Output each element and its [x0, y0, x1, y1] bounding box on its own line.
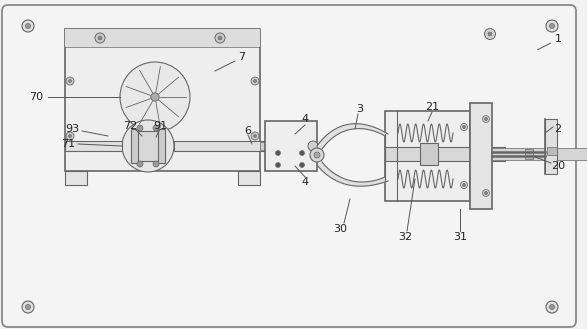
Circle shape	[546, 301, 558, 313]
Circle shape	[483, 115, 490, 122]
Text: 7: 7	[238, 52, 245, 62]
Bar	[385, 147, 505, 161]
Circle shape	[299, 150, 305, 156]
Bar	[65, 29, 260, 171]
Circle shape	[66, 77, 74, 85]
Circle shape	[122, 120, 174, 172]
Circle shape	[488, 32, 492, 36]
Bar	[265, 121, 317, 171]
Bar	[136, 131, 160, 161]
Bar	[174, 141, 265, 151]
Bar	[420, 143, 438, 165]
Bar	[65, 29, 260, 47]
FancyBboxPatch shape	[2, 5, 576, 327]
Circle shape	[549, 23, 555, 29]
Text: 21: 21	[425, 102, 439, 112]
Circle shape	[254, 80, 257, 83]
Text: 70: 70	[29, 92, 43, 102]
Circle shape	[463, 184, 465, 187]
Text: 3: 3	[356, 104, 363, 114]
Bar	[470, 103, 492, 209]
Circle shape	[275, 163, 281, 167]
Circle shape	[460, 123, 467, 131]
Circle shape	[66, 132, 74, 140]
Circle shape	[22, 20, 34, 32]
Circle shape	[120, 62, 190, 132]
Text: 6: 6	[245, 126, 251, 136]
Circle shape	[484, 191, 487, 194]
Polygon shape	[317, 124, 388, 149]
Circle shape	[22, 301, 34, 313]
Circle shape	[463, 125, 465, 129]
Circle shape	[484, 29, 495, 39]
Circle shape	[153, 125, 159, 131]
Circle shape	[308, 141, 318, 151]
Bar	[385, 111, 470, 201]
Circle shape	[251, 77, 259, 85]
Circle shape	[25, 23, 31, 29]
Circle shape	[137, 161, 143, 167]
Circle shape	[69, 135, 72, 138]
Circle shape	[153, 161, 159, 167]
Text: 30: 30	[333, 224, 347, 234]
Circle shape	[314, 152, 320, 158]
Polygon shape	[317, 162, 388, 186]
Circle shape	[549, 305, 555, 310]
Circle shape	[275, 150, 281, 156]
Bar	[525, 149, 533, 159]
Text: 93: 93	[65, 124, 79, 134]
Circle shape	[215, 33, 225, 43]
Bar	[158, 129, 165, 163]
Text: 32: 32	[398, 232, 412, 242]
Circle shape	[151, 93, 159, 101]
Text: 1: 1	[555, 34, 562, 44]
Text: 4: 4	[302, 114, 309, 124]
Text: 71: 71	[61, 139, 75, 149]
Bar	[131, 129, 138, 163]
Bar	[260, 142, 270, 150]
Bar	[547, 147, 557, 155]
Text: 31: 31	[453, 232, 467, 242]
Text: 91: 91	[153, 121, 167, 131]
Circle shape	[25, 305, 31, 310]
Circle shape	[137, 125, 143, 131]
Bar	[238, 171, 260, 185]
Circle shape	[310, 148, 324, 162]
Circle shape	[484, 117, 487, 120]
Bar	[65, 141, 122, 151]
Circle shape	[460, 182, 467, 189]
Circle shape	[251, 132, 259, 140]
Circle shape	[98, 36, 102, 40]
Text: 72: 72	[123, 121, 137, 131]
Bar	[65, 171, 87, 185]
Text: 2: 2	[555, 124, 562, 134]
Bar	[545, 119, 557, 174]
Circle shape	[483, 190, 490, 196]
Text: 20: 20	[551, 161, 565, 171]
Circle shape	[95, 33, 105, 43]
Circle shape	[218, 36, 222, 40]
Text: 4: 4	[302, 177, 309, 187]
Circle shape	[546, 20, 558, 32]
Circle shape	[299, 163, 305, 167]
Bar	[492, 148, 587, 160]
Circle shape	[254, 135, 257, 138]
Circle shape	[69, 80, 72, 83]
